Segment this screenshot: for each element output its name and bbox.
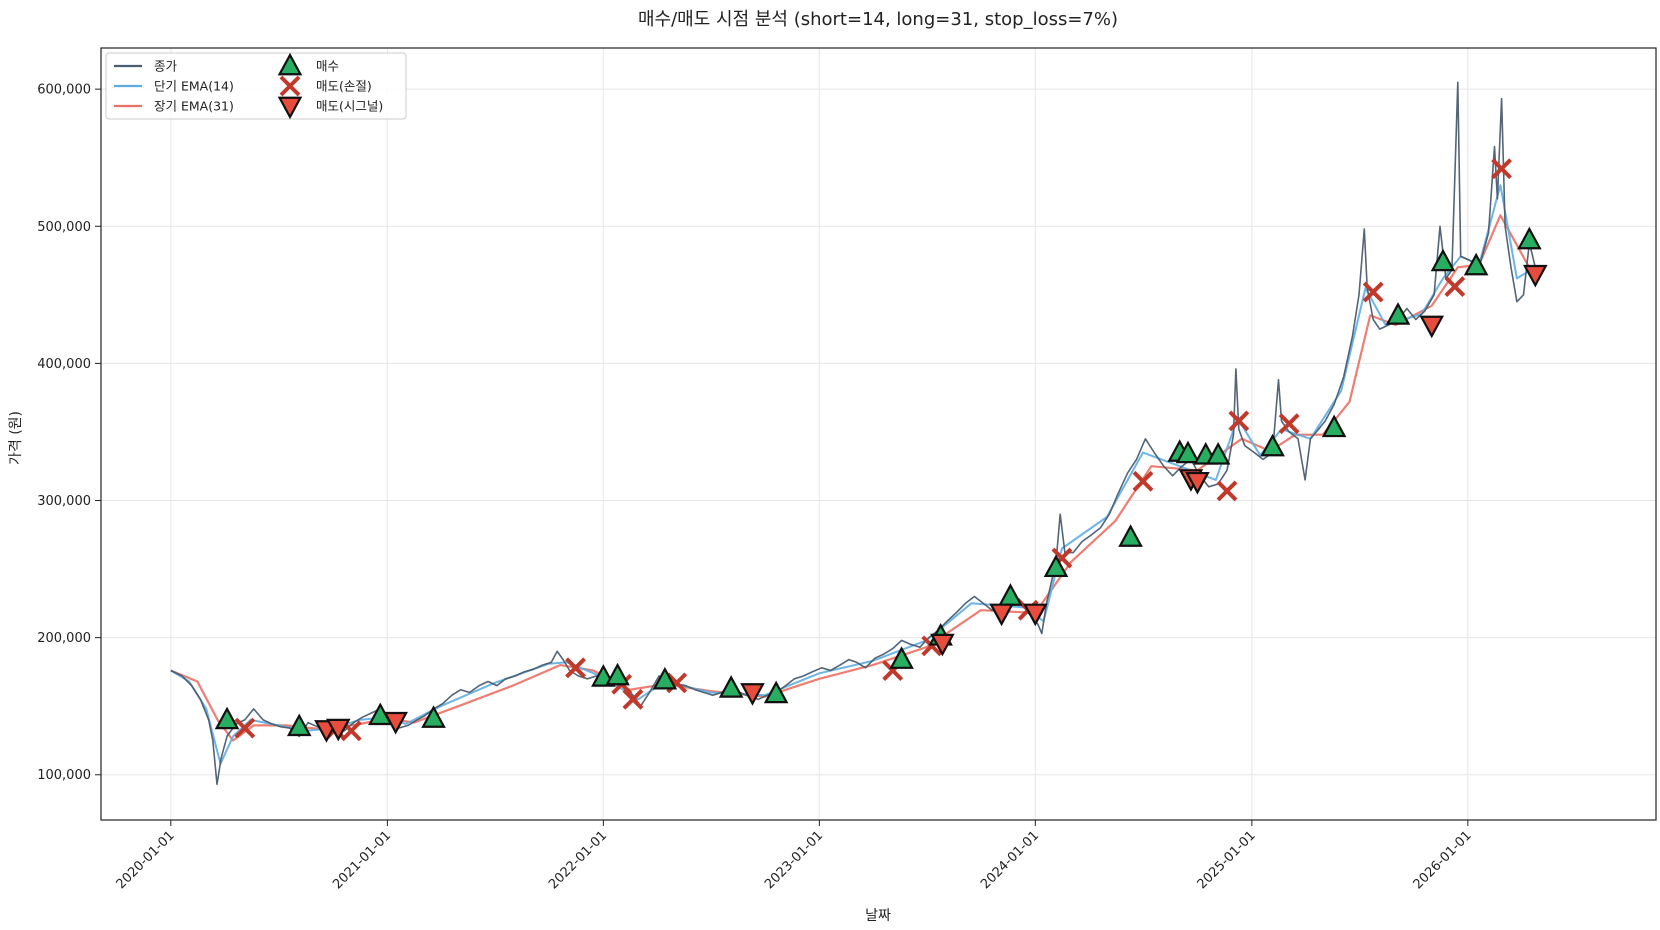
buy-marker: [1463, 252, 1489, 276]
y-tick-label: 300,000: [37, 494, 91, 509]
x-tick-label: 2023-01-01: [762, 828, 826, 892]
signal-markers: [214, 158, 1548, 743]
buy-marker: [1321, 414, 1347, 438]
sell-stop-marker: [1362, 281, 1384, 303]
x-tick-label: 2025-01-01: [1195, 828, 1259, 892]
x-tick-label: 2026-01-01: [1411, 828, 1475, 892]
legend-swatch: [279, 75, 301, 97]
buy-marker: [421, 705, 446, 728]
stop-x-stroke: [1491, 158, 1512, 180]
sell-signal-marker: [325, 718, 351, 742]
legend-item-ema-short: 단기 EMA(14): [114, 79, 234, 94]
sell-stop-marker: [1278, 413, 1300, 435]
x-tick-label: 2022-01-01: [546, 828, 610, 892]
buy-marker: [1430, 248, 1456, 272]
buy-marker: [1043, 554, 1069, 578]
buy-marker: [998, 583, 1023, 606]
sell-signal-marker: [930, 633, 955, 657]
legend-box: [105, 52, 407, 120]
legend-item-close: 종가: [114, 59, 178, 74]
y-axis-title: 가격 (원): [8, 411, 24, 465]
buy-marker: [763, 680, 789, 704]
y-tick-label: 400,000: [37, 357, 91, 372]
sell-stop-marker: [565, 657, 586, 679]
sell-signal-marker: [1419, 315, 1445, 339]
plot-frame: [100, 47, 1657, 821]
buy-marker: [889, 646, 914, 669]
legend-item-sell-stop: 매도(손절): [279, 75, 372, 97]
buy-marker: [718, 675, 744, 698]
x-axis-title: 날짜: [865, 908, 891, 924]
sell-signal-marker: [383, 711, 408, 735]
legend-label: 종가: [154, 59, 178, 74]
sell-stop-marker: [1444, 276, 1466, 298]
buy-marker: [1517, 226, 1542, 250]
stop-x-stroke: [1444, 276, 1466, 298]
stop-x-stroke: [340, 720, 362, 742]
sell-signal-marker: [1522, 264, 1548, 288]
sell-signal-marker: [1023, 603, 1048, 627]
stop-x-stroke: [234, 717, 256, 739]
sell-signal-marker: [1185, 471, 1210, 495]
grid: [101, 48, 1656, 820]
stop-x-stroke: [1362, 281, 1384, 303]
legend-item-buy: 매수: [277, 52, 339, 76]
legend-item-ema-long: 장기 EMA(31): [114, 99, 234, 114]
stop-x-stroke: [1278, 413, 1300, 435]
sell-signal-marker: [989, 603, 1014, 627]
stop-x-stroke: [279, 75, 301, 97]
buy-marker: [1385, 302, 1411, 325]
x-tick-label: 2024-01-01: [978, 828, 1042, 892]
sell-stop-marker: [234, 717, 256, 739]
sell-stop-marker: [1228, 410, 1250, 432]
stop-x-stroke: [1216, 480, 1238, 502]
x-axis: 2020-01-01 2021-01-01 2022-01-01 2023-01-01…: [114, 820, 1475, 892]
sell-stop-marker: [1216, 480, 1238, 502]
buy-marker: [1118, 524, 1143, 547]
legend-label: 매수: [316, 59, 339, 74]
buy-marker: [1205, 441, 1231, 465]
y-tick-label: 500,000: [37, 220, 91, 235]
stop-x-stroke: [1132, 470, 1154, 492]
legend-label: 단기 EMA(14): [154, 79, 234, 94]
stop-x-stroke: [622, 688, 644, 710]
legend-label: 장기 EMA(31): [154, 99, 234, 114]
x-tick-label: 2021-01-01: [330, 828, 394, 892]
buy-marker: [652, 666, 678, 690]
legend-item-sell-signal: 매도(시그널): [277, 96, 383, 120]
buy-marker: [286, 713, 312, 737]
y-axis: 100,000 200,000 300,000 400,000 500,000 600,0…: [37, 83, 101, 783]
stop-x-stroke: [1228, 410, 1250, 432]
buy-marker: [214, 706, 240, 730]
sell-stop-marker: [1132, 470, 1154, 492]
buy-marker: [605, 662, 630, 686]
legend-swatch: [277, 96, 303, 120]
series-line-ema-short: [170, 184, 1536, 765]
chart-title: 매수/매도 시점 분석 (short=14, long=31, stop_los…: [638, 9, 1118, 30]
sell-signal-marker: [740, 683, 765, 706]
series-line-close: [170, 81, 1537, 786]
stop-x-stroke: [565, 657, 586, 679]
sell-stop-marker: [622, 688, 644, 710]
buy-marker: [1260, 433, 1285, 457]
legend-swatch: [277, 52, 303, 76]
x-tick-label: 2020-01-01: [114, 828, 178, 892]
y-tick-label: 600,000: [37, 83, 91, 98]
y-tick-label: 200,000: [37, 631, 91, 646]
y-tick-label: 100,000: [37, 768, 91, 783]
sell-stop-marker: [1491, 158, 1512, 180]
buy-marker: [1175, 440, 1201, 464]
legend-label: 매도(손절): [316, 79, 372, 94]
legend-label: 매도(시그널): [316, 99, 383, 114]
